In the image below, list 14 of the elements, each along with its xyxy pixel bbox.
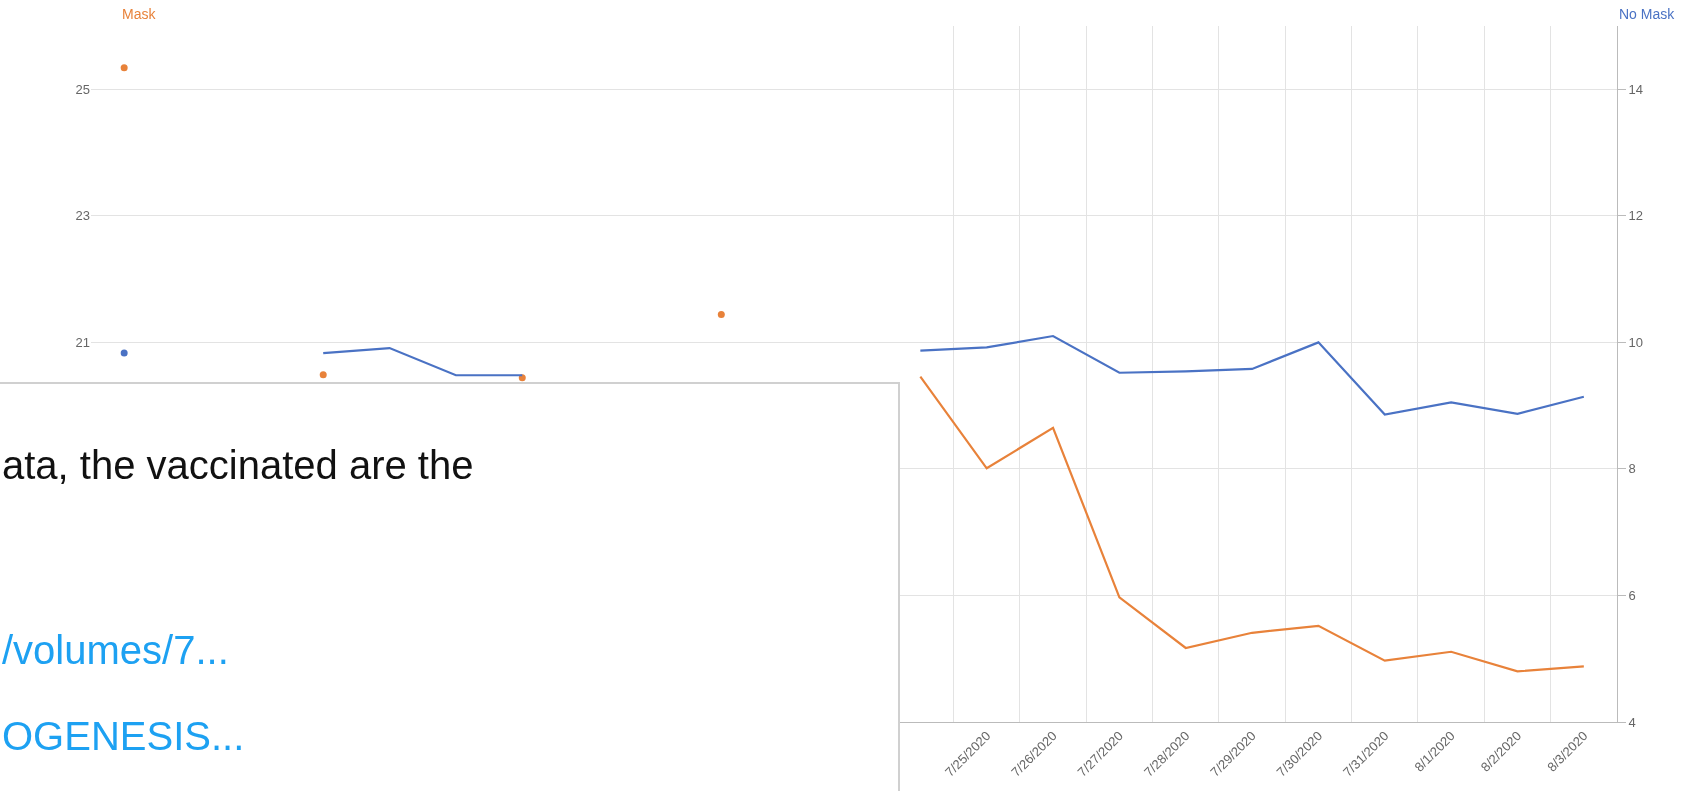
y2-axis-title: No Mask [1619,6,1676,22]
y-tick-label: 23 [75,208,90,224]
y2-tick-label: 12 [1628,208,1644,224]
annotation: OGENESIS... [2,714,245,758]
y2-tick-label: 14 [1628,81,1644,97]
y-axis-title: Mask [122,6,157,22]
y2-tick-label: 4 [1628,714,1636,730]
y-tick-label: 25 [75,81,90,97]
y2-tick-label: 10 [1628,334,1644,350]
annotation: ata, the vaccinated are the [2,443,474,487]
y-tick-label: 21 [75,334,90,350]
y2-tick-label: 6 [1628,588,1636,603]
y2-tick-label: 8 [1628,461,1636,477]
annotation: /volumes/7... [2,628,229,672]
